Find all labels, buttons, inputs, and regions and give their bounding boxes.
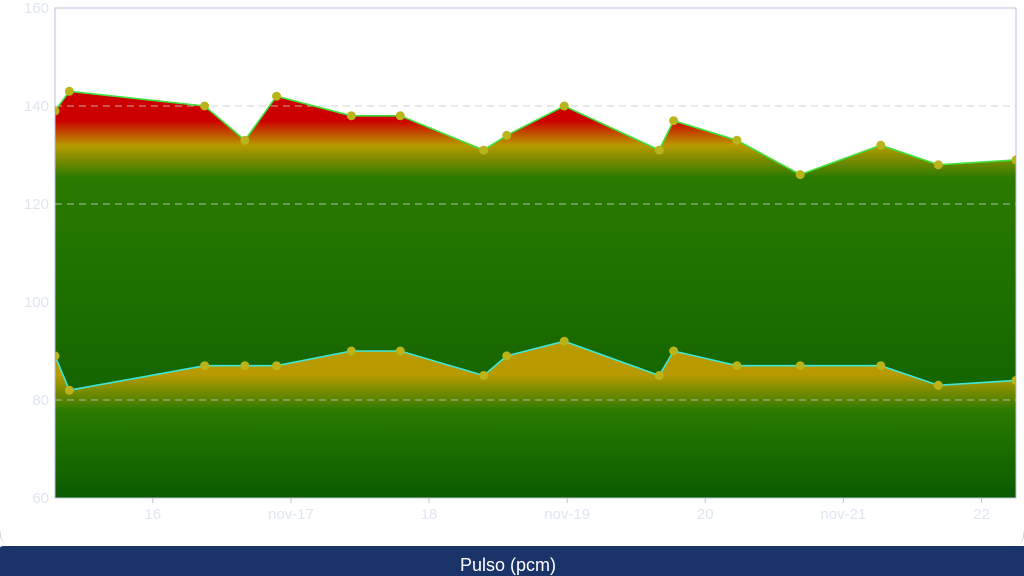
y-tick-label-120: 120	[24, 196, 49, 213]
corner-right	[1010, 532, 1024, 546]
series-1-point-5	[346, 346, 356, 356]
x-tick-label-1: nov-17	[268, 506, 314, 523]
series-1-point-10	[654, 371, 664, 380]
series-1-point-4	[272, 361, 282, 371]
series-1-point-11	[669, 346, 679, 356]
series-1-point-3	[240, 361, 250, 371]
y-tick-label-160: 160	[24, 0, 49, 17]
series-0-point-5	[346, 111, 356, 121]
x-tick-label-2: 18	[421, 506, 438, 523]
corner-left	[0, 532, 14, 546]
x-tick-label-6: 22	[973, 506, 990, 523]
series-1-point-13	[795, 361, 805, 371]
series-0-point-7	[479, 145, 489, 155]
series-0-point-1	[64, 86, 74, 96]
footer-label: Pulso (pcm)	[460, 555, 556, 575]
series-0-point-14	[876, 140, 886, 150]
footer-strip	[0, 546, 1024, 576]
corner-bottom-left	[0, 546, 4, 548]
y-tick-label-100: 100	[24, 294, 49, 311]
series-1-point-14	[876, 361, 886, 371]
y-tick-label-140: 140	[24, 98, 49, 115]
series-1-point-7	[479, 371, 489, 380]
x-tick-label-4: 20	[697, 506, 714, 523]
x-tick-label-5: nov-21	[820, 506, 866, 523]
series-1-point-9	[559, 336, 569, 346]
series-0-point-11	[669, 116, 679, 126]
series-0-point-8	[502, 130, 512, 140]
series-1-point-12	[732, 361, 742, 371]
series-1-point-8	[502, 351, 512, 361]
series-0-point-3	[240, 135, 250, 145]
x-tick-label-3: nov-19	[544, 506, 590, 523]
series-1-point-1	[64, 385, 74, 395]
y-tick-label-60: 60	[32, 490, 49, 507]
series-0-point-6	[395, 111, 405, 121]
series-1-area	[55, 341, 1016, 498]
series-0-point-10	[654, 145, 664, 155]
series-0-point-15	[933, 160, 943, 170]
series-0-point-2	[200, 101, 210, 111]
series-1-point-15	[933, 380, 943, 390]
series-0-point-9	[559, 101, 569, 111]
series-0-point-0	[55, 106, 60, 116]
series-0-point-16	[1011, 155, 1016, 165]
series-0-point-13	[795, 170, 805, 180]
x-tick-label-0: 16	[144, 506, 161, 523]
series-0-point-4	[272, 91, 282, 101]
plot-frame	[54, 7, 1017, 499]
series-1-point-2	[200, 361, 210, 371]
series-1-point-6	[395, 346, 405, 356]
series-1-point-0	[55, 351, 60, 361]
y-tick-label-80: 80	[32, 392, 49, 409]
series-1-point-16	[1011, 375, 1016, 385]
series-0-point-12	[732, 135, 742, 145]
